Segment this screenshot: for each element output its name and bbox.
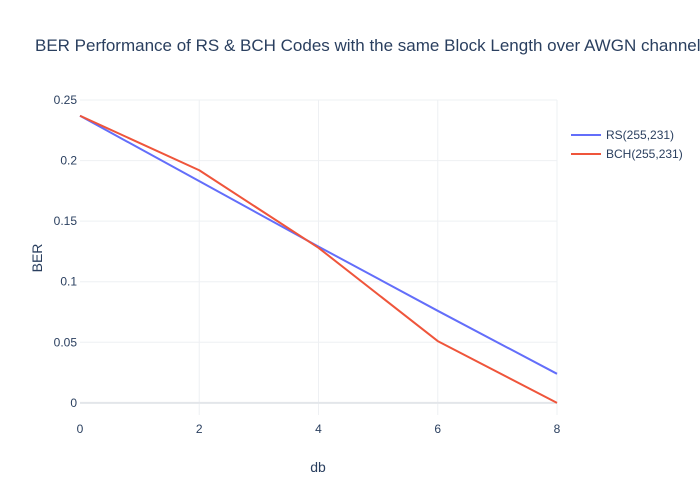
data-point[interactable] — [437, 310, 439, 312]
x-tick-label: 4 — [315, 422, 322, 436]
y-tick-label: 0 — [70, 396, 77, 410]
data-point[interactable] — [556, 402, 558, 404]
y-tick-label: 0.25 — [54, 93, 78, 107]
data-point[interactable] — [79, 115, 81, 117]
axis-ticks: 0 2 4 6 8 0 0.05 0.1 0.15 0.2 0.25 — [54, 93, 561, 436]
legend-item-rs[interactable]: RS(255,231) — [571, 128, 674, 142]
data-point[interactable] — [318, 247, 320, 249]
x-tick-label: 0 — [77, 422, 84, 436]
legend-label-rs: RS(255,231) — [606, 128, 674, 142]
series-line-bch[interactable] — [79, 114, 558, 404]
y-tick-label: 0.1 — [60, 275, 77, 289]
y-axis-title: BER — [29, 244, 45, 273]
x-tick-label: 8 — [554, 422, 561, 436]
x-tick-label: 6 — [434, 422, 441, 436]
data-point[interactable] — [556, 373, 558, 375]
x-tick-label: 2 — [196, 422, 203, 436]
series-line-rs[interactable] — [79, 114, 558, 375]
chart-title: BER Performance of RS & BCH Codes with t… — [35, 36, 700, 55]
data-point[interactable] — [198, 169, 200, 171]
data-point[interactable] — [437, 340, 439, 342]
legend-label-bch: BCH(255,231) — [606, 147, 683, 161]
y-tick-label: 0.15 — [54, 214, 78, 228]
y-tick-label: 0.05 — [54, 335, 78, 349]
grid — [80, 99, 558, 415]
data-point[interactable] — [198, 180, 200, 182]
y-tick-label: 0.2 — [60, 154, 77, 168]
x-axis-title: db — [310, 459, 326, 475]
plot-area — [79, 114, 558, 404]
legend-item-bch[interactable]: BCH(255,231) — [571, 147, 683, 161]
legend[interactable]: RS(255,231) BCH(255,231) — [571, 128, 683, 161]
